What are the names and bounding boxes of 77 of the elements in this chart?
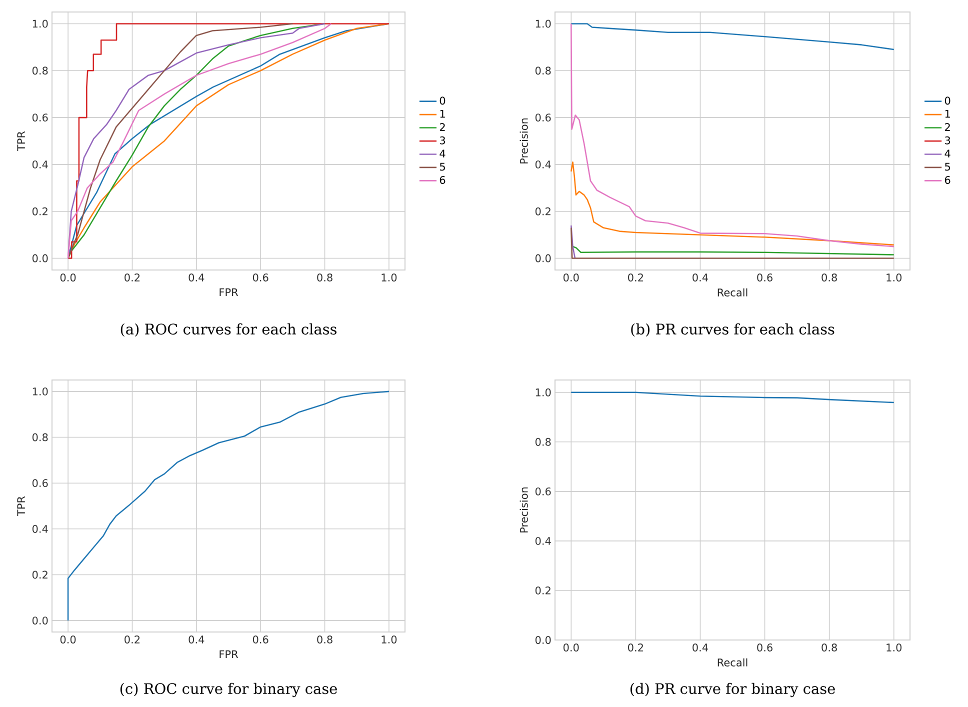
y-tick-label: 0.0 <box>32 254 48 262</box>
legend-label: 3 <box>945 136 950 144</box>
line-series <box>572 246 895 256</box>
x-tick-label: 0.4 <box>692 274 708 282</box>
x-tick-label: 1.0 <box>886 644 902 652</box>
legend-label: 5 <box>440 162 445 171</box>
x-tick-label: 0.8 <box>822 644 837 652</box>
legend-label: 6 <box>944 176 950 184</box>
text: (c) ROC curve for binary case <box>120 682 337 698</box>
y-tick-label: 1.0 <box>536 20 551 28</box>
x-axis-title: FPR <box>220 288 238 296</box>
y-tick-label: 0.0 <box>535 254 551 262</box>
x-tick-label: 0.0 <box>60 274 76 282</box>
legend-label: 4 <box>944 150 950 158</box>
legend-label: 2 <box>440 123 445 131</box>
x-tick-label: 0.0 <box>563 644 579 652</box>
x-tick-label: 0.6 <box>757 644 772 652</box>
y-tick-label: 0.4 <box>32 524 48 533</box>
legend-label: 0 <box>944 96 950 105</box>
x-tick-label: 0.2 <box>124 636 140 644</box>
y-tick-label: 1.0 <box>32 387 48 396</box>
line-series <box>67 390 390 622</box>
x-tick-label: 0.6 <box>757 274 772 282</box>
y-tick-label: 0.4 <box>535 160 551 168</box>
line-series <box>570 23 895 248</box>
y-axis-title: TPR <box>17 131 25 152</box>
legend-label: 5 <box>945 162 950 171</box>
y-axis-title: Precision <box>520 487 528 532</box>
legend-label: 3 <box>440 136 446 144</box>
y-axis-title: TPR <box>17 496 25 516</box>
x-tick-label: 1.0 <box>382 636 397 644</box>
x-axis-title: Recall <box>718 288 748 296</box>
y-tick-label: 0.2 <box>32 570 48 579</box>
y-tick-label: 0.8 <box>32 433 48 442</box>
x-tick-label: 0.0 <box>60 636 76 644</box>
y-axis-title: Precision <box>520 118 528 164</box>
x-tick-label: 0.8 <box>317 636 332 644</box>
legend-label: 1 <box>440 110 445 118</box>
y-tick-label: 1.0 <box>536 388 551 396</box>
x-tick-label: 0.6 <box>252 636 268 644</box>
y-tick-label: 0.2 <box>535 586 550 594</box>
y-tick-label: 0.8 <box>535 438 551 446</box>
legend-label: 0 <box>440 96 446 105</box>
y-tick-label: 0.2 <box>32 207 48 216</box>
y-tick-label: 0.2 <box>535 207 550 216</box>
x-tick-label: 0.2 <box>628 274 643 282</box>
x-tick-label: 1.0 <box>382 274 397 282</box>
legend-label: 6 <box>440 176 446 184</box>
y-tick-label: 0.8 <box>535 66 551 75</box>
legend-label: 1 <box>945 110 950 118</box>
text: (b) PR curves for each class <box>631 323 834 337</box>
y-tick-label: 0.8 <box>32 66 48 75</box>
x-tick-label: 0.8 <box>317 274 332 282</box>
x-tick-label: 0.6 <box>252 274 268 282</box>
y-tick-label: 0.0 <box>32 616 48 625</box>
text: (a) ROC curves for each class <box>120 323 336 337</box>
y-tick-label: 0.4 <box>32 160 48 168</box>
x-tick-label: 0.8 <box>822 274 837 282</box>
y-tick-label: 0.6 <box>535 487 551 496</box>
x-tick-label: 0.4 <box>692 644 708 652</box>
x-tick-label: 1.0 <box>886 274 902 282</box>
legend-label: 2 <box>945 123 950 131</box>
x-tick-label: 0.4 <box>188 636 204 644</box>
x-axis-title: Recall <box>718 658 748 666</box>
y-tick-label: 0.6 <box>535 114 551 122</box>
x-axis-title: FPR <box>220 650 238 658</box>
line-series <box>570 23 895 50</box>
y-tick-label: 0.6 <box>32 479 48 488</box>
y-tick-label: 0.6 <box>32 114 48 122</box>
legend-label: 4 <box>440 150 446 158</box>
x-tick-label: 0.2 <box>124 274 140 282</box>
text: (d) PR curve for binary case <box>630 682 835 698</box>
x-tick-label: 0.0 <box>563 274 579 282</box>
y-tick-label: 1.0 <box>32 20 48 28</box>
y-tick-label: 0.4 <box>535 536 551 545</box>
x-tick-label: 0.2 <box>628 644 643 652</box>
x-tick-label: 0.4 <box>188 274 204 282</box>
